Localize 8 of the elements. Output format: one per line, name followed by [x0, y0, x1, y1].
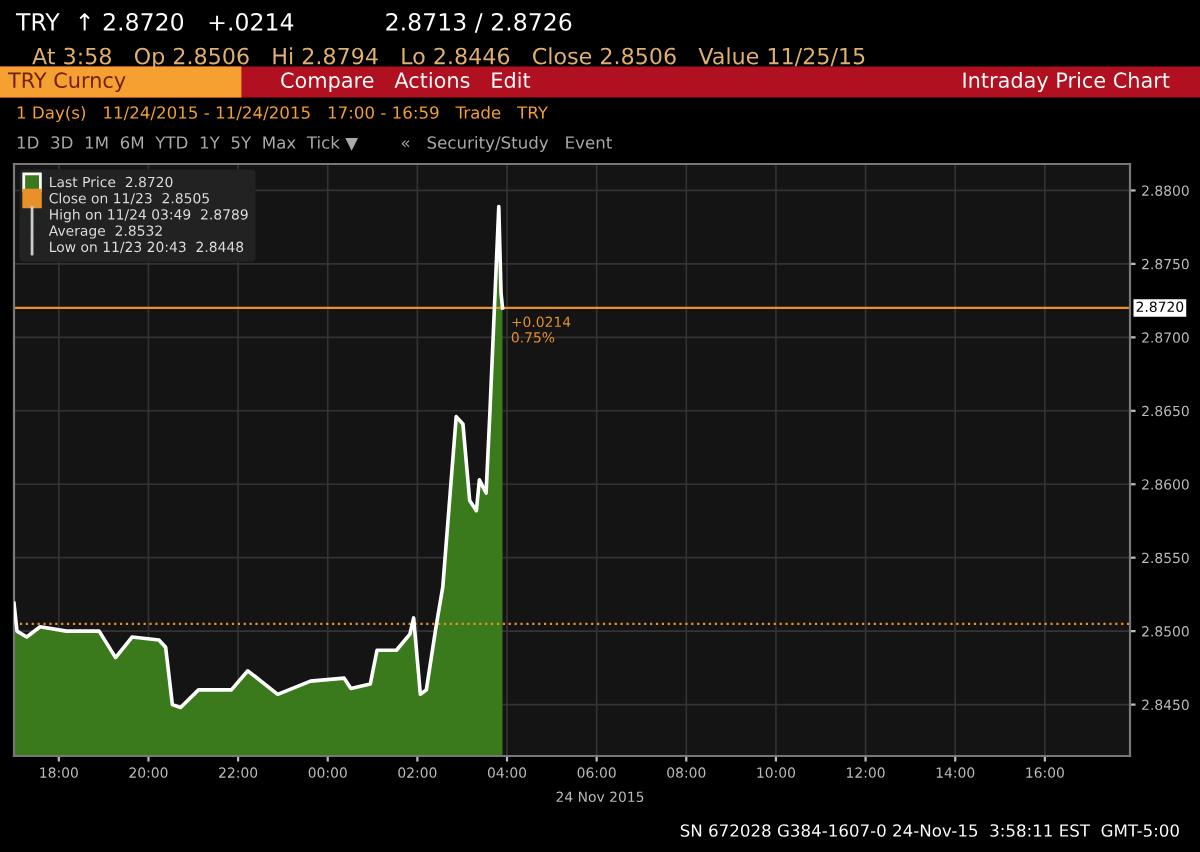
text: TRY ↑ 2.8720 +.0214 2.8713 / 2.8726: [15, 12, 572, 33]
text: Compare Actions Edit: [281, 71, 531, 93]
text: 1 Day(s) 11/24/2015 - 11/24/2015 17:00 - 16:59 Trade TRY: [17, 105, 549, 123]
chart-title: TRY Curncy: [7, 72, 126, 93]
text: 1D 3D 1M 6M YTD 1Y 5Y Max Tick ▼ « Security/Study Event: [17, 135, 612, 153]
text: SN 672028 G384-1607-0 24-Nov-15 3:58:11 EST GMT-5:00: [680, 824, 1179, 837]
text: At 3:58 Op 2.8506 Hi 2.8794 Lo 2.8446 Close 2.8506 Value 11/25/15: [32, 47, 865, 69]
chart-subtitle: Intraday Price Chart: [963, 71, 1170, 93]
